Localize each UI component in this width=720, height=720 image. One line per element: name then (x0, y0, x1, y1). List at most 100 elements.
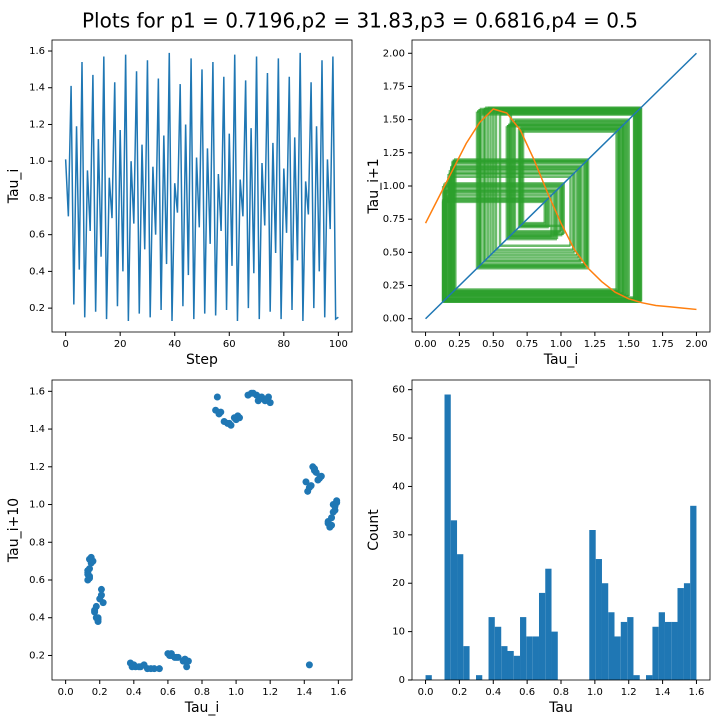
x-tick-label: 20 (114, 339, 127, 350)
x-tick-label: 0 (62, 339, 68, 350)
x-tick-label: 0.8 (553, 687, 569, 698)
y-tick-label: 1.50 (383, 115, 405, 126)
subplot: 0 20 40 60 80 100 0.2 0.4 0.6 0.8 1.0 1.2 1.4 1.6 Step… (6, 39, 353, 368)
x-tick-label: 1.50 (618, 339, 640, 350)
plot-area (64, 52, 339, 321)
y-tick-label: 1.25 (383, 148, 405, 159)
x-tick-label: 1.00 (550, 339, 572, 350)
histogram-bar (507, 650, 514, 680)
scatter-point (92, 602, 100, 610)
y-tick-label: 0.75 (383, 214, 405, 225)
histogram-bar (450, 520, 458, 680)
histogram-bar (494, 626, 502, 680)
axes-frame (51, 39, 353, 333)
scatter-point (96, 595, 104, 603)
x-tick-label: 0.4 (126, 687, 142, 698)
y-tick-label: 1.0 (29, 156, 45, 167)
histogram-bar (513, 655, 521, 680)
y-axis-label: Tau_i+1 (366, 158, 382, 214)
x-tick-label: 1.2 (621, 687, 637, 698)
scatter-point (213, 393, 221, 401)
y-tick-label: 0.8 (29, 193, 45, 204)
subplot: 0.0 0.2 0.4 0.6 0.8 1.0 1.2 1.4 1.6 0 10 20 30 40 50 60… (366, 379, 711, 716)
x-tick-label: 0.0 (58, 687, 74, 698)
scatter-point (225, 419, 233, 427)
histogram-bar (545, 568, 552, 680)
y-axis-label: Tau_i (6, 169, 22, 205)
x-tick-label: 100 (329, 339, 348, 350)
plot-area (84, 389, 341, 673)
line-series (64, 52, 339, 321)
x-tick-label: 1.6 (689, 687, 705, 698)
scatter-point (314, 476, 322, 484)
histogram-bar (425, 675, 432, 680)
y-tick-label: 1.75 (383, 81, 405, 92)
histogram-bar (488, 617, 495, 680)
scatter-point (236, 414, 243, 422)
scatter-point (183, 663, 191, 671)
scatter-point (94, 614, 102, 622)
histogram-bar (645, 675, 653, 680)
subplot: 0.00 0.25 0.50 0.75 1.00 1.25 1.50 1.75 2.00 0.00… (366, 39, 711, 368)
scatter-point (181, 655, 189, 663)
histogram-bar (614, 636, 621, 680)
x-tick-label: 60 (223, 339, 236, 350)
axes-frame (411, 39, 711, 333)
histogram-bar (589, 530, 596, 680)
scatter-point (230, 414, 238, 422)
x-tick-label: 2.00 (685, 339, 707, 350)
scatter-point (84, 570, 92, 578)
scatter-point (307, 482, 315, 490)
x-tick-label: 1.4 (655, 687, 671, 698)
x-tick-label: 1.0 (587, 687, 603, 698)
histogram-bar (627, 617, 634, 680)
histogram-bar (532, 636, 539, 680)
histogram-bar (463, 646, 470, 680)
scatter-point (305, 661, 313, 669)
scatter-point (166, 651, 174, 659)
y-tick-label: 0.25 (383, 281, 405, 292)
y-tick-label: 1.4 (29, 83, 45, 94)
scatter-point (249, 389, 257, 397)
y-tick-label: 30 (392, 530, 405, 541)
y-tick-label: 1.4 (29, 424, 45, 435)
histogram-bar (633, 675, 640, 680)
x-tick-label: 40 (168, 339, 181, 350)
scatter-point (254, 397, 262, 405)
x-tick-label: 0.0 (418, 687, 434, 698)
scatter-point (328, 521, 336, 529)
scatter-point (91, 608, 99, 616)
histogram-bar (601, 583, 609, 680)
map-curve (425, 52, 697, 320)
x-tick-label: 1.6 (330, 687, 346, 698)
x-tick-label: 1.4 (296, 687, 312, 698)
x-axis-label: Tau_i (184, 700, 220, 716)
histogram-bar (595, 559, 602, 680)
x-tick-label: 0.2 (451, 687, 467, 698)
scatter-point (147, 665, 155, 673)
plot-area (425, 394, 697, 680)
x-tick-label: 1.25 (584, 339, 606, 350)
y-tick-label: 1.00 (383, 181, 405, 192)
y-tick-label: 10 (392, 627, 405, 638)
histogram-bar (457, 554, 464, 680)
histogram-bar (526, 636, 533, 680)
figure-title: Plots for p1 = 0.7196,p2 = 31.83,p3 = 0.… (82, 9, 638, 33)
scatter-point (311, 465, 318, 473)
histogram-bar (476, 675, 483, 680)
y-tick-label: 40 (392, 481, 405, 492)
x-tick-label: 0.25 (448, 339, 470, 350)
scatter-point (328, 514, 336, 522)
y-tick-label: 1.2 (29, 462, 45, 473)
plot-area (424, 52, 697, 320)
x-tick-label: 0.6 (160, 687, 176, 698)
y-tick-label: 0.4 (29, 613, 45, 624)
histogram-bar (683, 583, 691, 680)
scatter-point (97, 585, 105, 593)
y-tick-label: 0.00 (383, 314, 405, 325)
histogram-bar (538, 592, 546, 680)
y-tick-label: 60 (392, 385, 405, 396)
scatter-point (215, 410, 223, 418)
y-axis-label: Tau_i+10 (6, 498, 22, 563)
